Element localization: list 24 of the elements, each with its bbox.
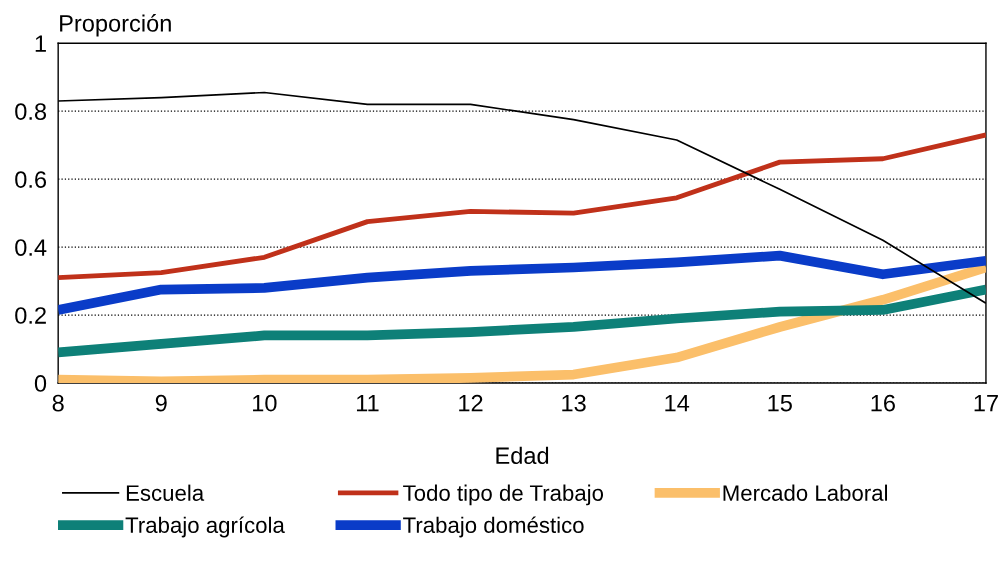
legend-label: Trabajo doméstico — [403, 516, 584, 538]
x-tick-label: 9 — [155, 394, 167, 412]
x-tick-label: 13 — [562, 394, 586, 412]
x-tick-label: 11 — [356, 395, 379, 412]
x-tick-label: 14 — [665, 395, 690, 412]
y-tick-label: 0.2 — [15, 307, 46, 324]
y-tick-label: 0.4 — [15, 239, 47, 256]
y-tick-label: 0 — [34, 375, 47, 392]
legend-label: Escuela — [126, 484, 205, 501]
x-axis-title: Edad — [496, 446, 549, 465]
x-tick-label: 8 — [52, 394, 64, 412]
x-tick-label: 17 — [974, 395, 998, 412]
x-tick-label: 10 — [253, 394, 277, 412]
y-axis-title: Proporción — [60, 14, 171, 37]
x-tick-label: 15 — [768, 395, 792, 412]
legend-label: Todo tipo de Trabajo — [403, 484, 604, 506]
x-tick-label: 16 — [871, 394, 895, 412]
x-tick-label: 12 — [459, 394, 483, 412]
y-tick-label: 1 — [35, 35, 46, 52]
legend-label: Trabajo agrícola — [125, 516, 285, 538]
line-series — [58, 132, 986, 281]
legend-label: Mercado Laboral — [723, 484, 888, 501]
y-tick-label: 0.6 — [15, 171, 47, 188]
y-tick-label: 0.8 — [15, 103, 47, 120]
